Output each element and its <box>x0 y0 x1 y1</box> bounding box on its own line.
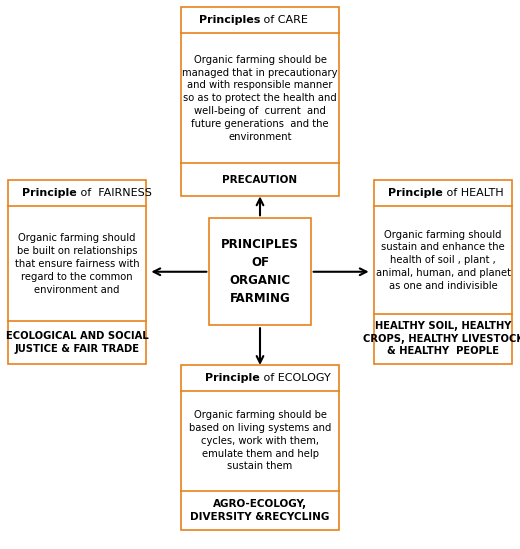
Text: of ECOLOGY: of ECOLOGY <box>260 373 331 383</box>
Text: PRECAUTION: PRECAUTION <box>223 175 297 184</box>
Text: HEALTHY SOIL, HEALTHY
CROPS, HEALTHY LIVESTOCK
& HEALTHY  PEOPLE: HEALTHY SOIL, HEALTHY CROPS, HEALTHY LIV… <box>362 322 520 356</box>
Text: Organic farming should
be built on relationships
that ensure fairness with
regar: Organic farming should be built on relat… <box>15 233 139 295</box>
Text: Organic farming should
sustain and enhance the
health of soil , plant ,
animal, : Organic farming should sustain and enhan… <box>375 229 511 291</box>
Text: Principle: Principle <box>205 373 260 383</box>
Text: of HEALTH: of HEALTH <box>443 188 504 198</box>
Text: ECOLOGICAL AND SOCIAL
JUSTICE & FAIR TRADE: ECOLOGICAL AND SOCIAL JUSTICE & FAIR TRA… <box>6 332 148 354</box>
Text: Organic farming should be
managed that in precautionary
and with responsible man: Organic farming should be managed that i… <box>182 55 338 142</box>
Text: of  FAIRNESS: of FAIRNESS <box>77 188 152 198</box>
Text: PRINCIPLES
OF
ORGANIC
FARMING: PRINCIPLES OF ORGANIC FARMING <box>221 238 299 305</box>
Text: Principle: Principle <box>22 188 77 198</box>
Text: AGRO-ECOLOGY,
DIVERSITY &RECYCLING: AGRO-ECOLOGY, DIVERSITY &RECYCLING <box>190 499 330 522</box>
Bar <box>374 180 512 363</box>
Text: Organic farming should be
based on living systems and
cycles, work with them,
em: Organic farming should be based on livin… <box>189 410 331 472</box>
Bar <box>181 7 340 197</box>
Bar <box>209 218 310 325</box>
Text: of CARE: of CARE <box>260 15 308 25</box>
Bar <box>8 180 146 363</box>
Text: Principle: Principle <box>388 188 443 198</box>
Bar <box>181 365 340 530</box>
Text: Principles: Principles <box>199 15 260 25</box>
